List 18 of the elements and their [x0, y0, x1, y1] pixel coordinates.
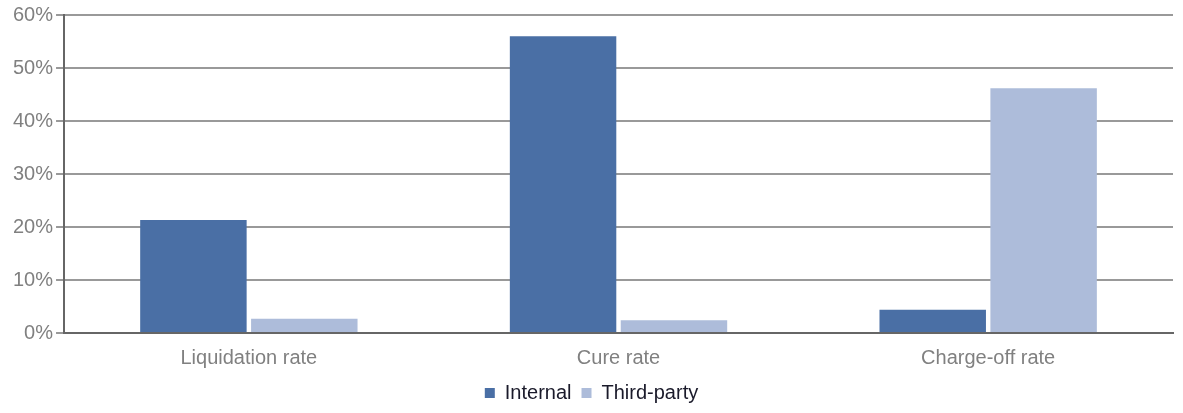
- legend-label: Third-party: [601, 380, 699, 403]
- x-tick-label: Cure rate: [576, 345, 661, 368]
- bar: [620, 320, 728, 332]
- y-tick-label: 10%: [13, 267, 54, 290]
- legend-label: Internal: [504, 380, 572, 403]
- bar: [879, 309, 986, 332]
- y-tick-label: 0%: [24, 320, 54, 343]
- x-tick-label: Charge-off rate: [921, 345, 1056, 368]
- bar: [140, 220, 247, 332]
- y-tick-label: 20%: [13, 214, 54, 237]
- x-tick-label: Liquidation rate: [180, 345, 318, 368]
- y-tick-label: 50%: [13, 55, 54, 78]
- bar: [251, 318, 358, 332]
- y-tick-label: 60%: [13, 2, 54, 25]
- y-tick-label: 30%: [13, 161, 54, 184]
- bar: [990, 88, 1097, 332]
- bar: [509, 36, 617, 332]
- y-tick-label: 40%: [13, 108, 54, 131]
